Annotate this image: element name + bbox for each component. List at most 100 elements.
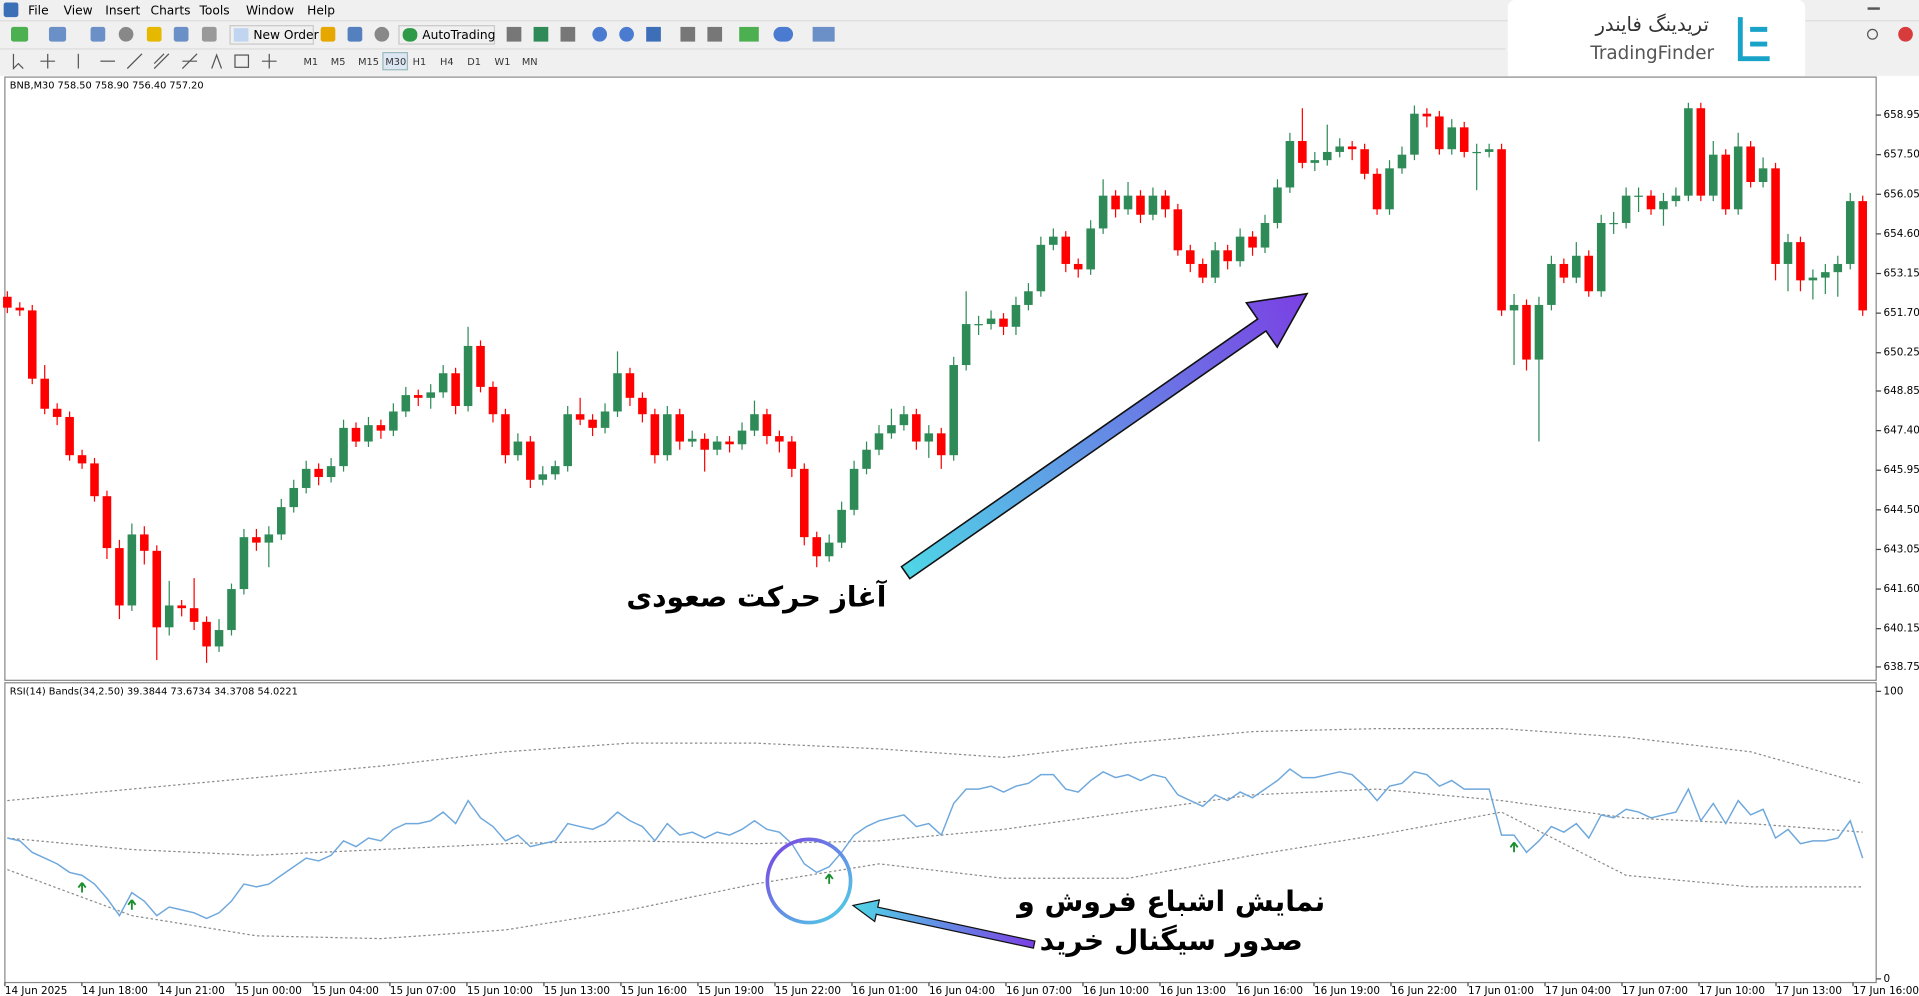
candle-body xyxy=(1796,242,1805,281)
autotrading-button[interactable] xyxy=(398,25,496,45)
candle-body xyxy=(862,449,871,469)
candle-body xyxy=(1497,149,1506,311)
candle-body xyxy=(1198,263,1208,278)
candle-body xyxy=(1771,168,1780,264)
menu-item[interactable]: Help xyxy=(307,4,335,18)
candle-body xyxy=(77,455,87,464)
candle-body xyxy=(650,414,660,456)
timeframe-button[interactable]: MN xyxy=(522,57,538,68)
timeframe-button[interactable]: W1 xyxy=(495,57,511,68)
candle-body xyxy=(837,509,846,543)
icon-fibo[interactable] xyxy=(181,53,198,69)
candle-body xyxy=(1248,236,1257,248)
rsi-band xyxy=(7,728,1863,802)
candle-body xyxy=(1335,146,1344,152)
icon-profiles[interactable] xyxy=(48,26,67,42)
icon-signals[interactable] xyxy=(347,26,363,42)
candle-body xyxy=(1509,304,1519,311)
menu-item[interactable]: View xyxy=(64,4,93,18)
icon-templates[interactable] xyxy=(812,26,835,42)
icon-tester[interactable] xyxy=(201,26,217,42)
icon-trendline[interactable] xyxy=(126,53,143,69)
timeframe-button[interactable]: M30 xyxy=(385,57,406,68)
icon-channel[interactable] xyxy=(153,53,170,69)
candle-body xyxy=(550,466,560,475)
icon-new-chart[interactable] xyxy=(11,26,29,42)
icon-candles[interactable] xyxy=(533,26,549,42)
candle-body xyxy=(849,468,859,510)
app-icon xyxy=(3,2,19,18)
x-tick-label: 15 Jun 19:00 xyxy=(698,985,764,996)
icon-text[interactable] xyxy=(211,53,223,69)
candle-body xyxy=(1061,236,1071,264)
icon-chart-shift[interactable] xyxy=(707,26,723,42)
icon-tile[interactable] xyxy=(646,26,661,42)
candle-body xyxy=(1708,154,1718,196)
icon-line-chart[interactable] xyxy=(560,26,576,42)
icon-bar-chart[interactable] xyxy=(506,26,522,42)
icon-shapes[interactable] xyxy=(261,53,277,69)
x-tick-label: 14 Jun 2025 xyxy=(5,985,68,996)
candle-body xyxy=(1260,222,1270,248)
new-order-label[interactable]: New Order xyxy=(253,28,319,42)
icon-market-watch[interactable] xyxy=(90,26,106,42)
candle-body xyxy=(1273,187,1282,223)
candle-body xyxy=(1173,209,1183,251)
icon-label[interactable] xyxy=(234,54,250,68)
y-tick-label: 648.85 xyxy=(1884,385,1919,397)
menu-item[interactable]: Window xyxy=(246,4,294,18)
menu-item[interactable]: Insert xyxy=(105,4,140,18)
toolbar-row-2 xyxy=(12,53,277,70)
timeframe-button[interactable]: H1 xyxy=(413,57,427,68)
candle-body xyxy=(376,425,386,431)
icon-data-window[interactable] xyxy=(118,26,134,42)
icon-periods[interactable] xyxy=(773,26,794,42)
x-tick-label: 15 Jun 10:00 xyxy=(467,985,533,996)
candle-body xyxy=(189,608,199,622)
candle-body xyxy=(3,296,12,308)
candle-body xyxy=(389,411,398,431)
autotrading-label[interactable]: AutoTrading xyxy=(422,28,495,42)
candle-body xyxy=(1073,263,1083,270)
candle-body xyxy=(1397,154,1407,169)
candle-body xyxy=(812,537,822,557)
candle-body xyxy=(563,414,572,467)
icon-indicators[interactable] xyxy=(739,26,759,42)
icon-autoscroll[interactable] xyxy=(680,26,696,42)
candle-body xyxy=(1410,113,1419,155)
icon-metaeditor[interactable] xyxy=(320,26,336,42)
candle-body xyxy=(1036,244,1046,292)
menu-item[interactable]: Tools xyxy=(198,4,229,18)
minimize-button[interactable] xyxy=(1867,7,1880,10)
icon-crosshair[interactable] xyxy=(40,53,56,69)
new-order-button[interactable] xyxy=(229,25,314,45)
candle-body xyxy=(1285,141,1295,188)
x-tick-label: 16 Jun 04:00 xyxy=(929,985,995,996)
candle-body xyxy=(750,414,759,431)
menu-item[interactable]: File xyxy=(28,4,48,18)
candle-body xyxy=(1372,173,1382,210)
timeframe-button[interactable]: M15 xyxy=(358,57,379,68)
annotation-text: آغاز حرکت صعودی xyxy=(626,579,887,613)
candle-body xyxy=(27,310,37,379)
candle-body xyxy=(924,433,934,442)
timeframe-button[interactable]: H4 xyxy=(440,57,454,68)
search-icon[interactable] xyxy=(1866,28,1879,40)
icon-terminal[interactable] xyxy=(173,26,189,42)
price-header: BNB,M30 758.50 758.90 756.40 757.20 xyxy=(10,81,204,92)
icon-cursor[interactable] xyxy=(12,53,24,70)
candle-body xyxy=(799,468,809,538)
menu-item[interactable]: Charts xyxy=(151,4,191,18)
candle-body xyxy=(164,605,174,628)
timeframe-button[interactable]: M5 xyxy=(331,57,346,68)
notification-icon[interactable] xyxy=(1898,26,1913,42)
icon-zoom-out[interactable] xyxy=(619,26,634,42)
timeframe-button[interactable]: M1 xyxy=(304,57,319,68)
y-tick-label: 657.50 xyxy=(1884,149,1919,161)
icon-market[interactable] xyxy=(374,26,390,42)
timeframe-button[interactable]: D1 xyxy=(467,57,481,68)
candle-body xyxy=(1360,149,1369,174)
candle-body xyxy=(1808,277,1818,281)
icon-navigator[interactable] xyxy=(146,26,162,42)
icon-zoom-in[interactable] xyxy=(592,26,608,42)
